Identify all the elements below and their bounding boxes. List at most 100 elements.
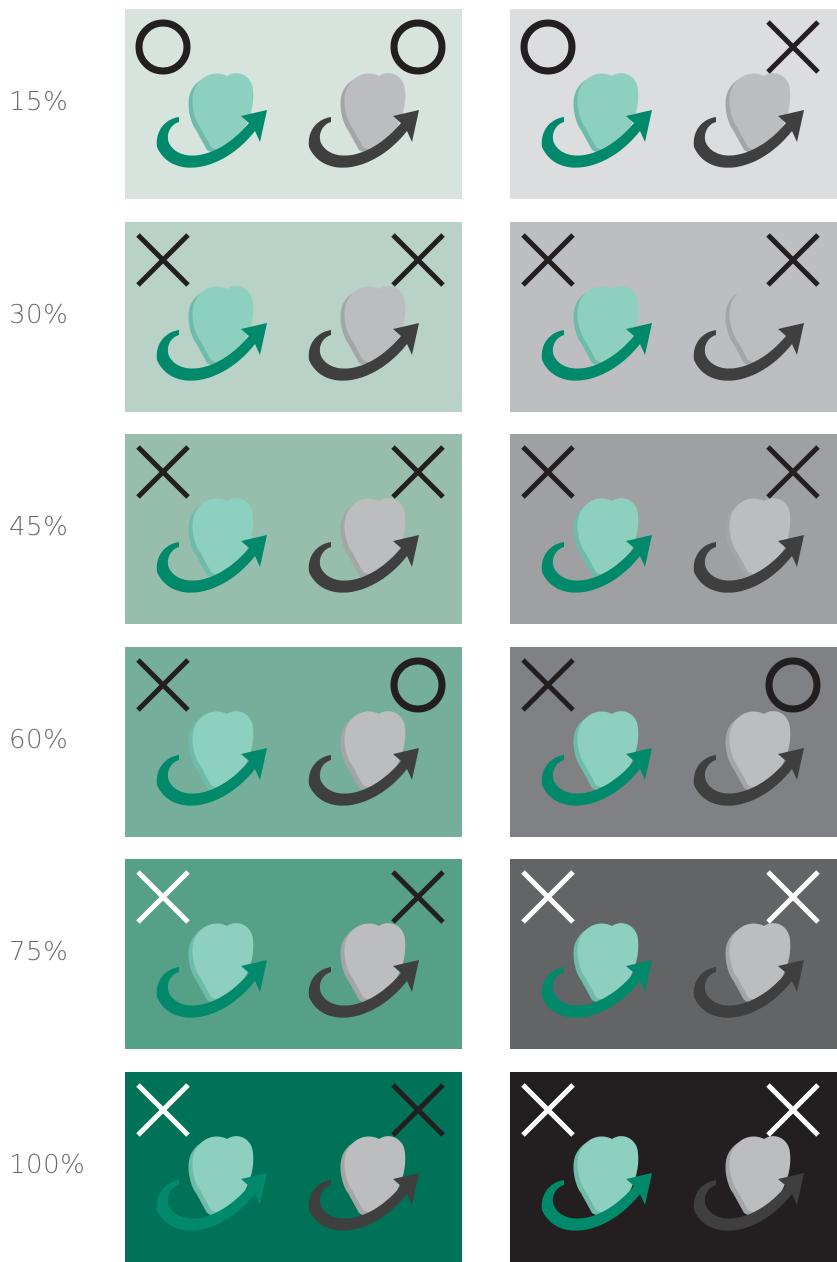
heart-shape: [192, 285, 254, 363]
arrow-shape: [308, 1173, 419, 1231]
logo-gray: [308, 498, 419, 593]
right-mark-cross-icon: [766, 870, 820, 925]
heart-shape: [577, 1136, 639, 1213]
left-mark-cross-icon: [136, 658, 190, 712]
arrow-shape: [156, 110, 267, 168]
arrow-shape: [308, 747, 419, 806]
heart-shape: [344, 1136, 406, 1213]
logo-green: [156, 1136, 267, 1231]
arrow-shape: [693, 960, 804, 1019]
row-label: 15%: [9, 87, 69, 117]
left-mark-cross-icon: [136, 870, 190, 925]
logo-green: [156, 73, 267, 168]
left-mark-cross-icon: [521, 870, 575, 925]
right-mark-circle-icon: [765, 657, 821, 713]
heart-shape: [344, 923, 406, 1000]
left-mark-cross-icon: [521, 1083, 575, 1137]
left-mark-cross-icon: [136, 232, 190, 287]
arrow-shape: [541, 322, 652, 381]
arrow-shape: [308, 110, 419, 168]
arrow-shape: [541, 960, 652, 1019]
heart-shape: [729, 73, 791, 150]
right-mark-cross-icon: [391, 232, 445, 287]
logo-gray: [308, 710, 419, 806]
panel-green-bg: [125, 859, 462, 1050]
left-mark-cross-icon: [136, 445, 190, 499]
left-mark-cross-icon: [521, 232, 575, 287]
panel-gray-bg: [510, 1072, 837, 1262]
logo-gray: [308, 923, 419, 1019]
logo-gray: [308, 73, 419, 168]
row-label: 100%: [9, 1150, 86, 1180]
left-mark-cross-icon: [521, 445, 575, 499]
right-mark-cross-icon: [391, 445, 445, 499]
logo-green: [541, 73, 652, 168]
heart-shape: [192, 498, 254, 575]
arrow-shape: [693, 110, 804, 168]
panel-gray-bg: [510, 646, 837, 837]
panel-green-bg: [125, 646, 462, 837]
heart-shape: [729, 498, 791, 575]
logo-green: [156, 923, 267, 1019]
logo-green: [541, 710, 652, 806]
heart-shape: [192, 923, 254, 1000]
right-mark-cross-icon: [391, 870, 445, 925]
panel-green-bg: [125, 9, 462, 199]
arrow-shape: [693, 322, 804, 381]
right-mark-cross-icon: [766, 232, 820, 287]
right-mark-cross-icon: [766, 1083, 820, 1137]
arrow-shape: [308, 960, 419, 1019]
row-label: 45%: [9, 512, 69, 543]
left-mark-cross-icon: [136, 1083, 190, 1137]
heart-shape: [344, 710, 406, 788]
logo-gray: [693, 923, 804, 1019]
heart-shape: [577, 73, 639, 150]
right-mark-cross-icon: [391, 1083, 445, 1137]
row-label: 75%: [9, 937, 69, 968]
panel-gray-bg: [510, 859, 837, 1050]
row-label: 60%: [9, 724, 69, 755]
right-mark-circle-icon: [390, 657, 446, 713]
heart-shape: [192, 1136, 254, 1213]
logo-green: [541, 285, 652, 381]
heart-shape: [577, 923, 639, 1000]
arrow-shape: [156, 322, 267, 381]
heart-shape: [192, 73, 254, 150]
logo-gray: [693, 1136, 804, 1231]
arrow-shape: [156, 960, 267, 1019]
logo-green: [541, 1136, 652, 1231]
heart-shape: [192, 710, 254, 788]
logo-gray: [693, 73, 804, 168]
left-mark-circle-icon: [520, 19, 576, 75]
arrow-shape: [541, 535, 652, 593]
heart-shape: [577, 285, 639, 363]
arrow-shape: [693, 535, 804, 593]
arrow-shape: [693, 1173, 804, 1231]
heart-shape: [344, 498, 406, 575]
panel-gray-bg: [510, 9, 837, 199]
arrow-shape: [308, 535, 419, 593]
logo-green: [156, 498, 267, 593]
panel-gray-bg: [510, 434, 837, 625]
heart-shape: [729, 1136, 791, 1213]
logo-green: [156, 710, 267, 806]
heart-shape: [729, 285, 791, 363]
logo-green: [541, 498, 652, 593]
arrow-shape: [156, 747, 267, 806]
panel-green-bg: [125, 221, 462, 412]
left-mark-circle-icon: [135, 19, 191, 75]
right-mark-cross-icon: [766, 445, 820, 499]
arrow-shape: [693, 747, 804, 806]
arrow-shape: [308, 322, 419, 381]
heart-shape: [729, 923, 791, 1000]
arrow-shape: [541, 110, 652, 168]
panel-green-bg: [125, 1072, 462, 1262]
logo-gray: [693, 498, 804, 593]
panel-green-bg: [125, 434, 462, 625]
panel-gray-bg: [510, 221, 837, 412]
logo-gray: [693, 285, 804, 381]
row-label: 30%: [9, 299, 69, 330]
heart-shape: [729, 710, 791, 788]
logo-gray: [308, 285, 419, 381]
